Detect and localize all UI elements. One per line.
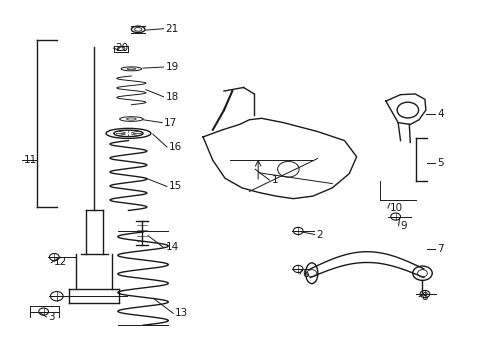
Text: 11: 11 (24, 155, 37, 165)
Text: 15: 15 (168, 181, 182, 192)
Text: 10: 10 (389, 203, 402, 213)
Text: 5: 5 (436, 158, 443, 168)
Text: 4: 4 (436, 109, 443, 119)
Text: 13: 13 (175, 309, 188, 318)
Text: 21: 21 (165, 24, 179, 34)
Text: 14: 14 (165, 242, 179, 252)
Text: 8: 8 (420, 292, 427, 302)
Text: 20: 20 (115, 43, 128, 53)
Text: 6: 6 (302, 269, 308, 279)
Text: 3: 3 (48, 312, 55, 322)
Text: 12: 12 (53, 257, 66, 267)
Text: 17: 17 (163, 118, 177, 128)
Text: 18: 18 (165, 92, 179, 102)
Text: 7: 7 (436, 244, 443, 254)
Text: 9: 9 (400, 221, 407, 231)
Text: 2: 2 (316, 230, 323, 239)
Text: 19: 19 (165, 62, 179, 72)
Text: 1: 1 (271, 175, 277, 185)
Text: 16: 16 (168, 142, 182, 152)
